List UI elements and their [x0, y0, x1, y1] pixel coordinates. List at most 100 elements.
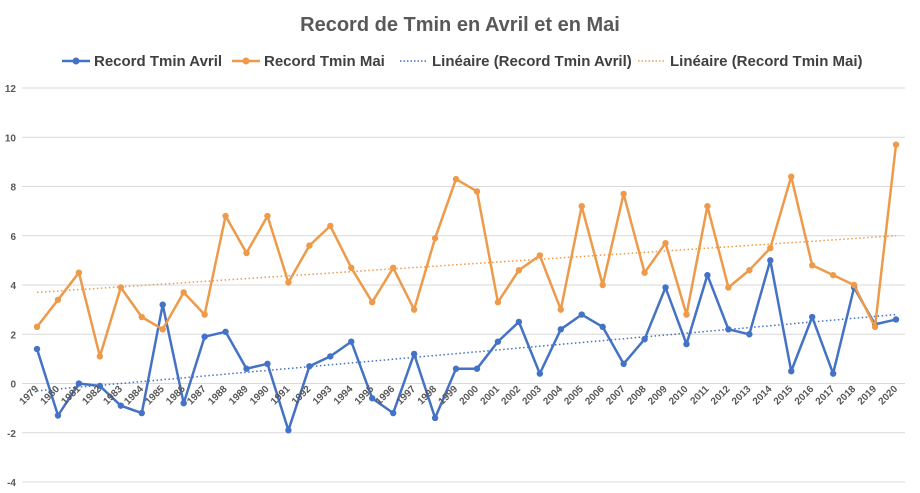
data-point — [327, 353, 334, 360]
legend-marker — [72, 57, 80, 65]
x-tick-label: 1989 — [227, 384, 251, 408]
series-group — [33, 257, 900, 434]
data-point — [557, 306, 564, 313]
data-point — [788, 367, 795, 375]
data-point — [641, 269, 648, 276]
data-point — [96, 382, 104, 390]
x-tick-label: 1994 — [332, 384, 356, 408]
y-tick-label: 10 — [5, 133, 17, 144]
x-tick-label: 2011 — [688, 384, 711, 407]
data-point — [222, 328, 229, 335]
data-point — [222, 212, 229, 220]
y-tick-label: 12 — [5, 84, 17, 95]
data-point — [662, 239, 669, 247]
x-tick-label: 2018 — [835, 384, 859, 408]
legend-item: Record Tmin Avril — [62, 53, 222, 70]
data-point — [808, 262, 816, 269]
x-tick-label: 2008 — [625, 384, 649, 408]
data-point — [54, 296, 62, 303]
trendline — [36, 235, 897, 294]
legend-item: Linéaire (Record Tmin Avril) — [400, 53, 632, 70]
y-tick-label: 4 — [10, 281, 16, 292]
data-point — [54, 412, 62, 419]
chart-title: Record de Tmin en Avril et en Mai — [300, 14, 620, 36]
data-point — [410, 350, 418, 358]
legend: Record Tmin Avril Record Tmin Mai Linéaire… — [62, 53, 863, 70]
x-tick-label: 1979 — [18, 384, 42, 408]
data-point — [389, 409, 397, 417]
data-point — [536, 370, 544, 377]
data-point — [746, 267, 753, 274]
data-point — [494, 299, 502, 306]
data-point — [285, 427, 292, 434]
data-point — [808, 313, 816, 321]
data-point — [536, 252, 544, 259]
data-point — [243, 249, 250, 257]
x-tick-label: 1997 — [395, 384, 419, 408]
data-point — [599, 323, 606, 331]
data-point — [285, 279, 292, 286]
data-point — [850, 281, 858, 289]
legend-label: Record Tmin Avril — [94, 53, 222, 70]
data-point — [431, 235, 439, 242]
data-point — [871, 323, 879, 331]
x-tick-label: 2019 — [856, 384, 880, 408]
data-point — [96, 353, 104, 360]
x-tick-label: 2013 — [730, 384, 754, 408]
series-group — [33, 141, 900, 360]
data-point — [180, 400, 187, 407]
x-tick-label: 2010 — [667, 384, 691, 408]
x-tick-label: 1988 — [206, 384, 230, 408]
y-tick-label: 8 — [10, 183, 16, 194]
data-point — [159, 301, 166, 308]
legend-marker — [242, 57, 250, 65]
y-tick-label: 0 — [10, 380, 16, 391]
data-point — [767, 257, 774, 264]
data-point — [201, 333, 208, 340]
x-tick-label: 2004 — [541, 384, 565, 408]
data-point — [389, 264, 397, 271]
data-point — [159, 326, 166, 333]
x-tick-label: 2003 — [520, 384, 544, 408]
data-point — [683, 340, 690, 348]
x-tick-label: 1999 — [437, 384, 461, 408]
data-point — [683, 311, 690, 318]
data-point — [767, 244, 774, 252]
data-point — [620, 190, 627, 198]
data-point — [494, 338, 502, 345]
data-point — [641, 335, 648, 343]
data-point — [620, 360, 627, 367]
data-point — [704, 271, 711, 279]
data-point — [117, 284, 125, 291]
data-point — [369, 395, 376, 402]
data-point — [452, 365, 460, 372]
legend-label: Linéaire (Record Tmin Avril) — [432, 53, 632, 70]
data-point — [243, 365, 250, 372]
trendlines — [36, 235, 897, 392]
data-point — [725, 326, 732, 333]
series-line — [35, 259, 897, 432]
data-point — [410, 306, 418, 313]
y-tick-label: 2 — [10, 330, 16, 341]
x-tick-label: 2012 — [709, 384, 733, 408]
data-point — [725, 284, 732, 291]
data-point — [473, 365, 481, 372]
x-tick-label: 2001 — [479, 384, 503, 408]
x-tick-label: 1980 — [39, 384, 63, 408]
x-tick-label: 2000 — [458, 384, 482, 408]
data-point — [33, 323, 41, 331]
data-point — [788, 173, 795, 180]
data-point — [829, 370, 837, 377]
series-line — [36, 144, 898, 358]
data-point — [33, 345, 41, 353]
y-tick-label: 6 — [10, 232, 16, 243]
data-point — [180, 289, 187, 296]
x-tick-label: 1998 — [416, 384, 440, 408]
data-point — [369, 299, 376, 306]
x-tick-label: 2014 — [751, 384, 775, 408]
legend-item: Record Tmin Mai — [232, 53, 385, 70]
x-tick-label: 2015 — [772, 384, 796, 408]
data-point — [662, 284, 669, 291]
x-tick-label: 1996 — [374, 384, 398, 408]
